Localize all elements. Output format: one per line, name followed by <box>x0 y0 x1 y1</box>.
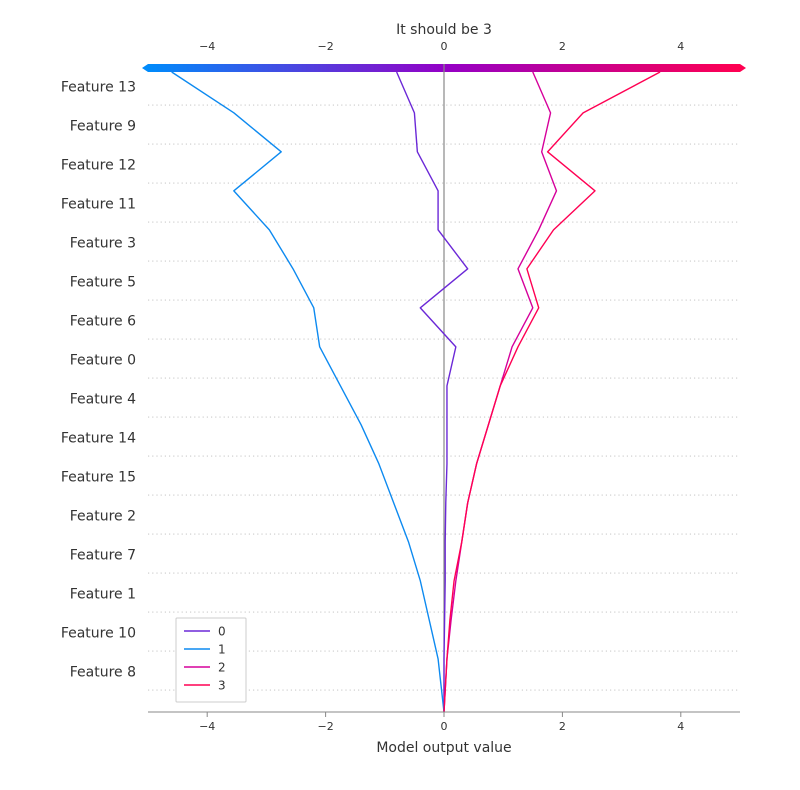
feature-label: Feature 9 <box>70 119 136 135</box>
series-lines <box>172 72 660 712</box>
top-tick-label: −2 <box>317 40 333 53</box>
feature-label: Feature 7 <box>70 548 136 564</box>
legend-label-0: 0 <box>218 625 226 639</box>
x-tick-label: 0 <box>441 720 448 733</box>
top-tick-label: 2 <box>559 40 566 53</box>
x-axis-ticks: −4 −2 0 2 4 <box>199 712 684 733</box>
legend-label-1: 1 <box>218 643 226 657</box>
feature-label: Feature 13 <box>61 80 136 96</box>
feature-rows: Feature 13Feature 9Feature 12Feature 11F… <box>61 80 740 691</box>
x-tick-label: −2 <box>317 720 333 733</box>
legend: 0 1 2 3 <box>176 618 246 702</box>
series-line-3 <box>444 72 660 712</box>
feature-label: Feature 4 <box>70 392 136 408</box>
feature-label: Feature 5 <box>70 275 136 291</box>
feature-label: Feature 14 <box>61 431 136 447</box>
feature-importance-chart: It should be 3 −4−2024 Feature 13Feature… <box>0 0 800 790</box>
feature-label: Feature 2 <box>70 509 136 525</box>
series-line-2 <box>444 72 556 712</box>
x-tick-label: 4 <box>677 720 684 733</box>
chart-title: It should be 3 <box>396 22 492 38</box>
feature-label: Feature 6 <box>70 314 136 330</box>
feature-label: Feature 10 <box>61 626 136 642</box>
x-tick-label: 2 <box>559 720 566 733</box>
feature-label: Feature 11 <box>61 197 136 213</box>
feature-label: Feature 12 <box>61 158 136 174</box>
top-tick-label: −4 <box>199 40 215 53</box>
top-tick-label: 4 <box>677 40 684 53</box>
legend-label-2: 2 <box>218 661 226 675</box>
top-tick-label: 0 <box>441 40 448 53</box>
feature-label: Feature 0 <box>70 353 136 369</box>
series-line-0 <box>397 72 468 712</box>
feature-label: Feature 15 <box>61 470 136 486</box>
legend-label-3: 3 <box>218 679 226 693</box>
x-axis-label: Model output value <box>376 740 511 756</box>
feature-label: Feature 8 <box>70 665 136 681</box>
x-tick-label: −4 <box>199 720 215 733</box>
x-axis: −4 −2 0 2 4 Model output value <box>148 712 740 756</box>
feature-label: Feature 3 <box>70 236 136 252</box>
series-line-1 <box>172 72 444 712</box>
feature-label: Feature 1 <box>70 587 136 603</box>
